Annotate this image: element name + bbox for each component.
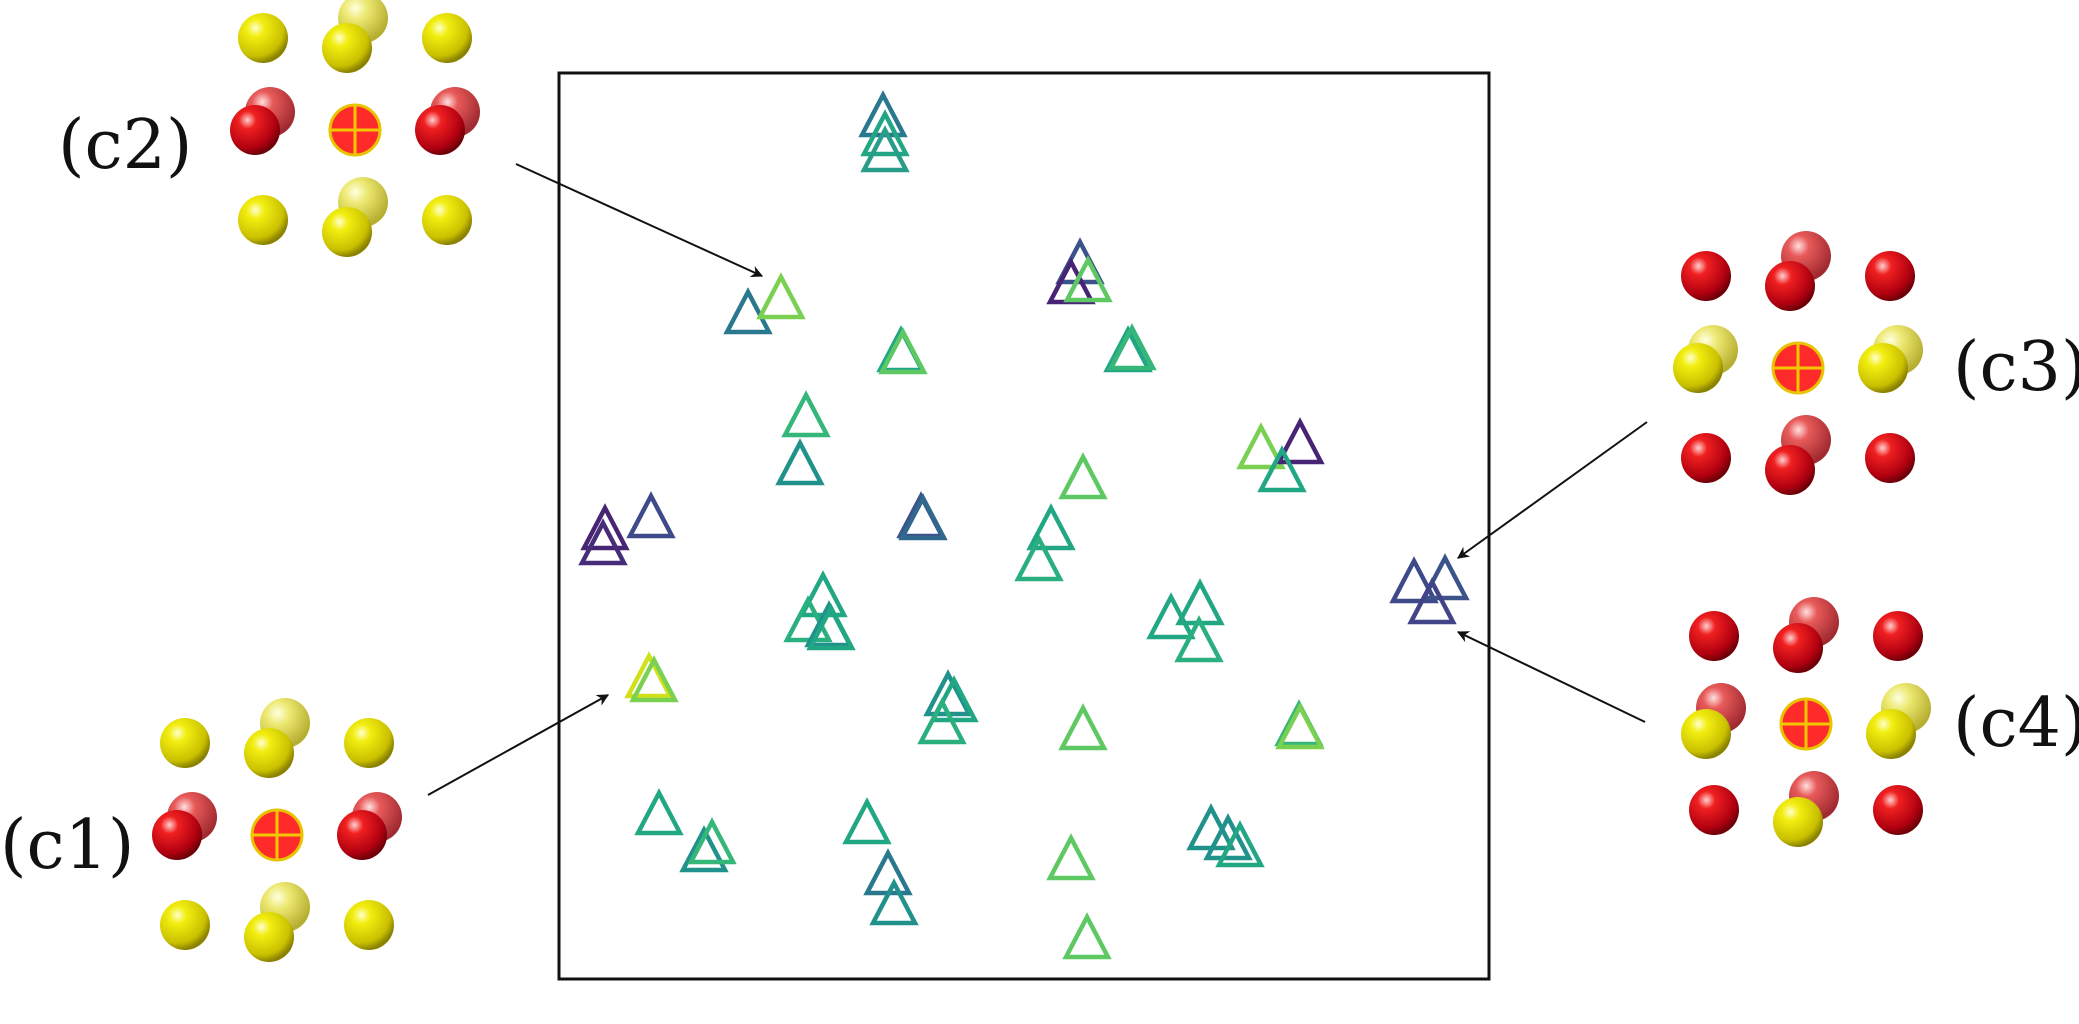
- yellow-atom: [1866, 709, 1916, 759]
- triangle-marker-45: [679, 825, 729, 873]
- triangle-marker-25: [1257, 445, 1307, 493]
- yellow-atom: [244, 912, 294, 962]
- red-atom: [1873, 611, 1923, 661]
- triangle-marker-31: [629, 655, 679, 703]
- triangle-marker-14: [775, 438, 825, 486]
- triangle-marker-26: [798, 570, 848, 618]
- red-atom: [1773, 623, 1823, 673]
- vacancy-cross: [252, 810, 302, 860]
- triangle-marker-48: [863, 848, 913, 896]
- triangle-marker-41: [1389, 556, 1439, 604]
- triangle-marker-33: [929, 675, 979, 723]
- yellow-atom: [1681, 709, 1731, 759]
- arrow-c1: [427, 694, 610, 796]
- red-atom: [1873, 785, 1923, 835]
- red-atom: [1689, 785, 1739, 835]
- triangle-marker-2: [860, 109, 910, 157]
- triangle-marker-23: [1236, 422, 1286, 470]
- triangle-marker-16: [898, 493, 948, 541]
- triangle-marker-21: [1026, 503, 1076, 551]
- triangle-marker-4: [723, 287, 773, 335]
- panel-c3: [1673, 231, 1923, 495]
- vacancy-cross: [330, 105, 380, 155]
- triangle-marker-42: [1420, 553, 1470, 601]
- triangle-marker-46: [687, 817, 737, 865]
- triangle-marker-19: [626, 491, 676, 539]
- yellow-atom: [1773, 797, 1823, 847]
- triangle-marker-49: [869, 878, 919, 926]
- triangle-marker-17: [580, 503, 630, 551]
- triangle-marker-40: [1275, 702, 1325, 750]
- triangle-marker-36: [1146, 592, 1196, 640]
- yellow-atom: [344, 900, 394, 950]
- red-atom: [1681, 433, 1731, 483]
- triangle-marker-10: [878, 327, 928, 375]
- triangle-marker-5: [756, 272, 806, 320]
- label-c3: (c3): [1953, 328, 2079, 407]
- red-atom: [1689, 611, 1739, 661]
- triangle-marker-52: [1186, 803, 1236, 851]
- triangle-marker-43: [1407, 577, 1457, 625]
- red-atom: [1681, 251, 1731, 301]
- triangle-marker-18: [578, 518, 628, 566]
- red-atom: [415, 105, 465, 155]
- triangle-marker-50: [1046, 833, 1096, 881]
- triangle-marker-27: [783, 595, 833, 643]
- plot-frame: [557, 71, 1491, 981]
- triangle-marker-22: [1014, 534, 1064, 582]
- panel-c1: [152, 698, 402, 962]
- triangle-marker-35: [1058, 703, 1108, 751]
- yellow-atom: [422, 13, 472, 63]
- label-c2: (c2): [58, 106, 192, 185]
- triangle-marker-38: [1174, 615, 1224, 663]
- red-atom: [230, 105, 280, 155]
- arrow-c4: [1456, 631, 1646, 723]
- yellow-atom: [322, 207, 372, 257]
- panel-c2: [230, 0, 480, 257]
- yellow-atom: [322, 23, 372, 73]
- yellow-atom: [244, 728, 294, 778]
- triangle-markers: [578, 90, 1470, 960]
- triangle-marker-13: [781, 390, 831, 438]
- yellow-atom: [238, 13, 288, 63]
- triangle-marker-12: [1107, 323, 1157, 371]
- red-atom: [1865, 433, 1915, 483]
- triangle-marker-20: [1058, 452, 1108, 500]
- triangle-marker-3: [860, 125, 910, 173]
- yellow-atom: [422, 195, 472, 245]
- red-atom: [1765, 445, 1815, 495]
- vacancy-cross: [1781, 699, 1831, 749]
- yellow-atom: [160, 718, 210, 768]
- triangle-marker-37: [1175, 578, 1225, 626]
- red-atom: [152, 810, 202, 860]
- panel-c4: [1681, 597, 1931, 847]
- triangle-marker-24: [1275, 417, 1325, 465]
- red-atom: [337, 810, 387, 860]
- triangle-marker-54: [1215, 820, 1265, 868]
- arrow-c2: [515, 163, 764, 277]
- triangle-marker-29: [806, 603, 856, 651]
- triangle-marker-8: [1063, 255, 1113, 303]
- triangle-marker-30: [624, 651, 674, 699]
- label-c1: (c1): [0, 806, 134, 885]
- yellow-atom: [1673, 343, 1723, 393]
- red-atom: [1765, 261, 1815, 311]
- triangle-marker-51: [1062, 912, 1112, 960]
- triangle-marker-34: [917, 697, 967, 745]
- yellow-atom: [160, 900, 210, 950]
- label-c4: (c4): [1953, 684, 2079, 763]
- yellow-atom: [1858, 343, 1908, 393]
- yellow-atom: [238, 195, 288, 245]
- yellow-atom: [344, 718, 394, 768]
- vacancy-cross: [1773, 343, 1823, 393]
- triangle-marker-53: [1203, 813, 1253, 861]
- triangle-marker-47: [842, 797, 892, 845]
- arrow-c3: [1457, 421, 1648, 559]
- red-atom: [1865, 251, 1915, 301]
- triangle-marker-44: [634, 788, 684, 836]
